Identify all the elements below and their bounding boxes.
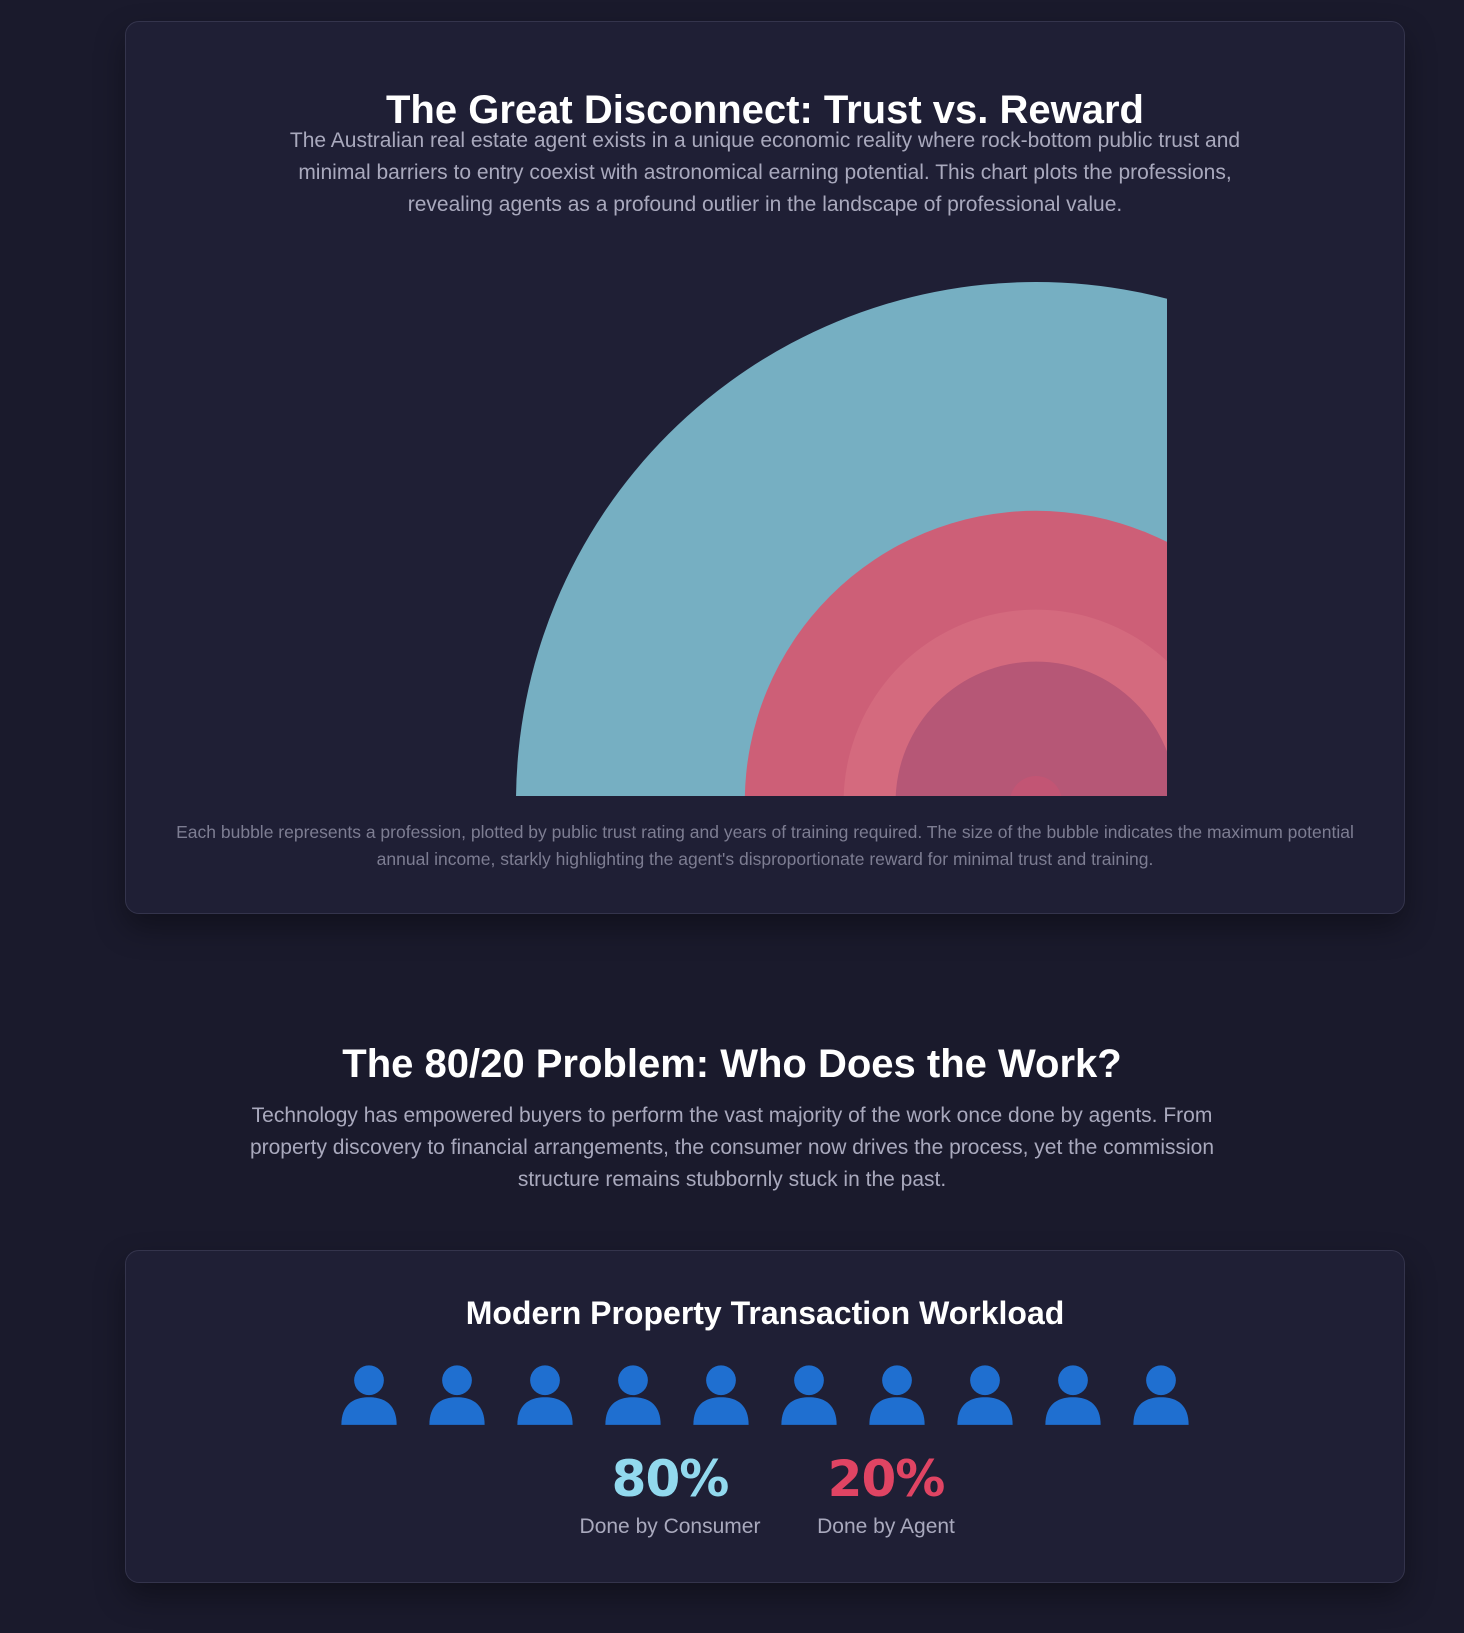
consumer-label: Done by Consumer (579, 1515, 761, 1538)
consumer-stat: 80% Done by Consumer (550, 1451, 790, 1539)
person-icon (517, 1365, 573, 1425)
section-title: The Great Disconnect: Trust vs. Reward (386, 88, 1144, 132)
person-icon (429, 1365, 485, 1425)
agent-percentage: 20% (827, 1450, 946, 1508)
profession-bubble-5[interactable] (1010, 776, 1062, 828)
person-icon (1045, 1365, 1101, 1425)
section-description: Technology has empowered buyers to perfo… (249, 1104, 1215, 1191)
bubble-chart (516, 282, 1177, 915)
workload-title: Modern Property Transaction Workload (465, 1295, 1065, 1331)
section-title: The 80/20 Problem: Who Does the Work? (342, 1042, 1122, 1086)
trust-reward-card: The Great Disconnect: Trust vs. Reward T… (125, 21, 1405, 914)
person-icon (1133, 1365, 1189, 1425)
person-icon (341, 1365, 397, 1425)
chart-caption: Each bubble represents a profession, plo… (176, 822, 1354, 869)
person-icon (957, 1365, 1013, 1425)
person-icon (605, 1365, 661, 1425)
section-description: The Australian real estate agent exists … (289, 129, 1241, 216)
agent-stat: 20% Done by Agent (766, 1451, 1006, 1539)
consumer-percentage: 80% (611, 1450, 730, 1508)
profession-bubble-4[interactable] (895, 661, 1177, 915)
workload-card: Modern Property Transaction Workload 80%… (125, 1250, 1405, 1583)
person-icon (693, 1365, 749, 1425)
people-row (126, 1359, 1404, 1427)
agent-label: Done by Agent (817, 1515, 955, 1538)
person-icon (781, 1365, 837, 1425)
person-icon (869, 1365, 925, 1425)
